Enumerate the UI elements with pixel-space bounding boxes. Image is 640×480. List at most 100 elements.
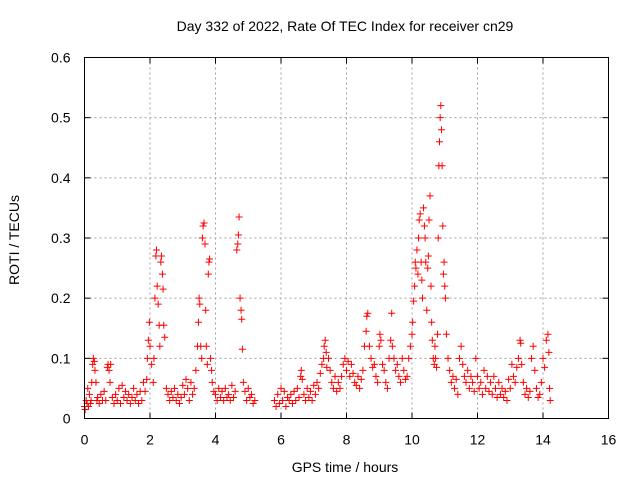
data-point bbox=[359, 366, 367, 374]
data-point bbox=[364, 309, 372, 317]
data-point bbox=[86, 399, 94, 407]
data-point bbox=[447, 378, 455, 386]
data-point bbox=[436, 114, 444, 122]
data-point bbox=[151, 294, 159, 302]
data-point bbox=[485, 387, 493, 395]
x-tick-labels: 0 2 4 6 8 10 12 14 16 bbox=[81, 432, 617, 448]
data-point bbox=[528, 354, 536, 362]
data-point bbox=[383, 384, 391, 392]
data-point bbox=[251, 396, 259, 404]
data-point bbox=[464, 366, 472, 374]
data-point bbox=[202, 342, 210, 350]
data-point bbox=[524, 393, 532, 401]
data-point bbox=[421, 234, 429, 242]
data-point bbox=[156, 342, 164, 350]
data-point bbox=[480, 366, 488, 374]
data-point bbox=[220, 396, 228, 404]
data-point bbox=[162, 384, 170, 392]
data-point bbox=[434, 234, 442, 242]
data-point bbox=[113, 396, 121, 404]
data-point bbox=[131, 396, 139, 404]
data-point bbox=[105, 366, 113, 374]
data-point bbox=[441, 282, 449, 290]
data-point bbox=[475, 384, 483, 392]
data-point bbox=[293, 384, 301, 392]
data-point bbox=[320, 342, 328, 350]
data-point bbox=[446, 366, 454, 374]
data-point bbox=[472, 354, 480, 362]
data-point bbox=[495, 378, 503, 386]
data-point bbox=[409, 318, 417, 326]
data-point bbox=[369, 363, 377, 371]
data-point bbox=[324, 354, 332, 362]
data-point bbox=[204, 270, 212, 278]
data-point bbox=[225, 390, 233, 398]
data-point bbox=[411, 282, 419, 290]
data-point bbox=[239, 378, 247, 386]
data-point bbox=[374, 378, 382, 386]
data-point bbox=[413, 246, 421, 254]
data-point bbox=[248, 390, 256, 398]
data-point bbox=[290, 387, 298, 395]
data-point bbox=[537, 378, 545, 386]
x-tick-label: 2 bbox=[146, 432, 154, 448]
data-point bbox=[287, 390, 295, 398]
y-tick-label: 0.1 bbox=[51, 350, 71, 366]
data-point bbox=[441, 294, 449, 302]
data-point bbox=[462, 378, 470, 386]
data-point bbox=[420, 222, 428, 230]
data-point bbox=[237, 306, 245, 314]
data-point bbox=[148, 360, 156, 368]
data-point bbox=[153, 282, 161, 290]
data-point bbox=[189, 390, 197, 398]
data-point bbox=[190, 384, 198, 392]
data-point bbox=[397, 378, 405, 386]
data-point bbox=[474, 372, 481, 380]
data-point bbox=[323, 363, 331, 371]
data-point bbox=[185, 396, 193, 404]
data-point bbox=[459, 360, 467, 368]
data-point bbox=[354, 372, 362, 380]
x-tick-label: 4 bbox=[212, 432, 220, 448]
data-point bbox=[419, 204, 427, 212]
data-point bbox=[112, 390, 120, 398]
data-point bbox=[534, 393, 542, 401]
data-point bbox=[107, 360, 115, 368]
data-point bbox=[106, 378, 114, 386]
data-point bbox=[403, 372, 411, 380]
data-point bbox=[388, 342, 396, 350]
data-point bbox=[108, 393, 116, 401]
data-point bbox=[321, 336, 329, 344]
data-point bbox=[542, 336, 550, 344]
data-point bbox=[334, 378, 342, 386]
data-point bbox=[406, 342, 414, 350]
data-point bbox=[208, 378, 216, 386]
data-point bbox=[414, 270, 422, 278]
data-point bbox=[329, 384, 337, 392]
data-point bbox=[326, 366, 334, 374]
data-point bbox=[367, 354, 375, 362]
data-point bbox=[408, 330, 416, 338]
y-tick-label: 0.5 bbox=[51, 110, 71, 126]
data-point bbox=[311, 390, 319, 398]
data-point bbox=[150, 354, 158, 362]
data-point bbox=[302, 396, 310, 404]
data-point bbox=[216, 393, 224, 401]
data-point bbox=[427, 282, 435, 290]
data-point bbox=[94, 393, 102, 401]
chart-title: Day 332 of 2022, Rate Of TEC Index for r… bbox=[177, 18, 514, 34]
data-point bbox=[135, 399, 143, 407]
data-point bbox=[91, 366, 99, 374]
data-point bbox=[439, 222, 447, 230]
data-point bbox=[249, 399, 257, 407]
data-point bbox=[465, 384, 473, 392]
data-point bbox=[223, 393, 231, 401]
data-point bbox=[295, 393, 303, 401]
data-point bbox=[133, 390, 141, 398]
y-tick-label: 0.6 bbox=[51, 50, 71, 66]
data-point bbox=[545, 348, 553, 356]
data-point bbox=[243, 396, 251, 404]
data-point bbox=[526, 387, 534, 395]
